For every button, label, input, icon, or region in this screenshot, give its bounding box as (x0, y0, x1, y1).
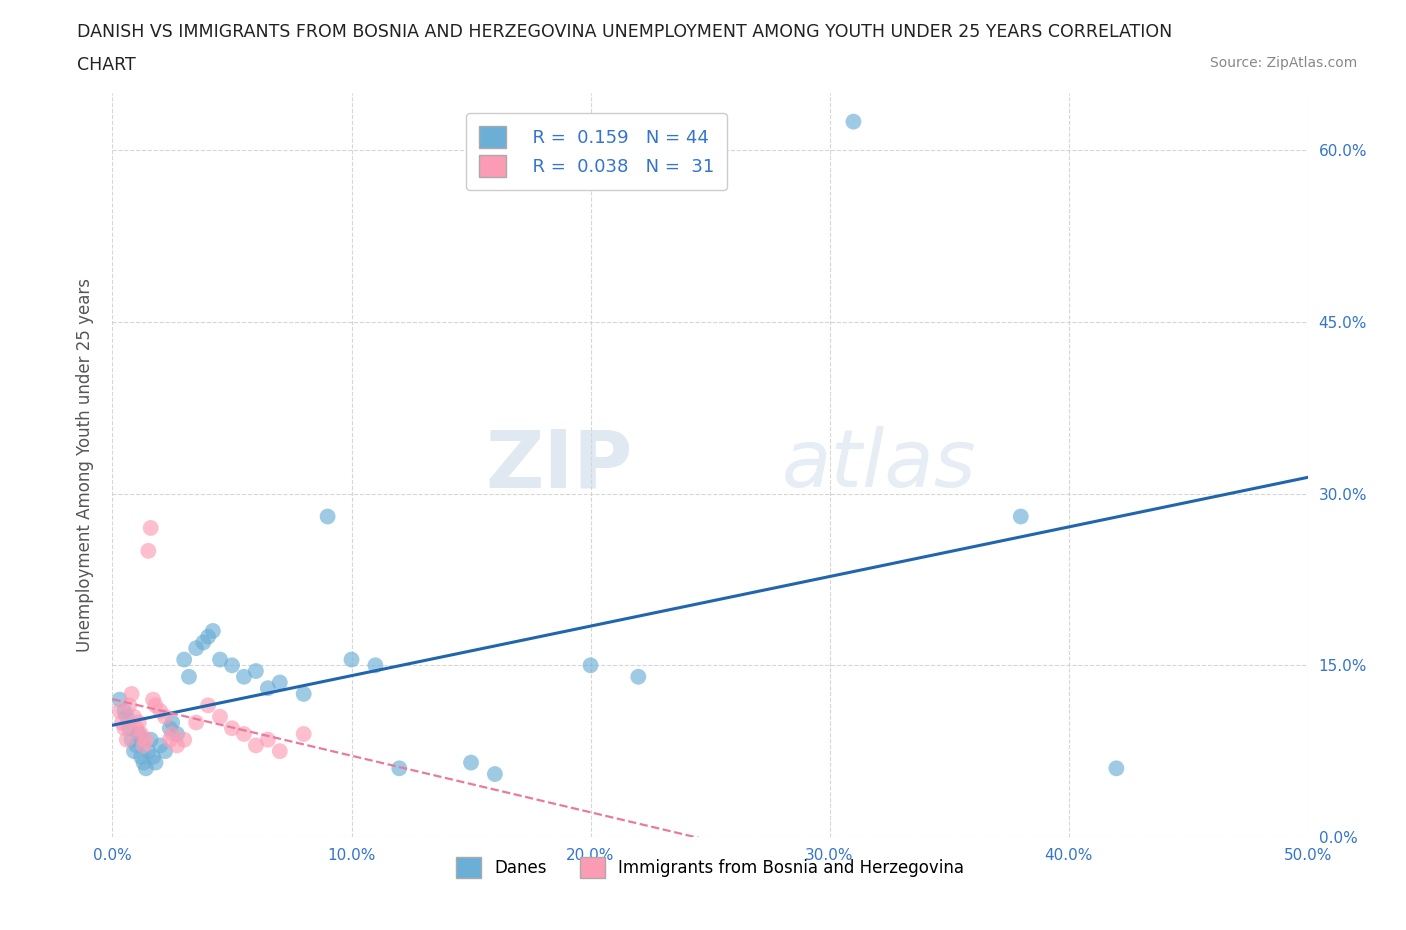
Point (159, 732, 181, 747)
Point (132, 755, 155, 770)
Point (118, 721, 141, 736)
Point (201, 623, 224, 638)
Point (142, 692, 165, 707)
Point (128, 715, 150, 730)
Point (114, 704, 135, 719)
Point (135, 761, 157, 776)
Point (316, 509, 339, 524)
Point (193, 635, 215, 650)
Point (132, 738, 155, 753)
Point (121, 686, 143, 701)
Point (173, 732, 195, 747)
Point (162, 715, 183, 730)
Point (159, 721, 181, 736)
Point (115, 710, 138, 724)
Point (257, 732, 280, 747)
Point (115, 732, 138, 747)
Point (139, 732, 162, 747)
Point (292, 726, 315, 741)
Point (166, 726, 188, 741)
Point (257, 681, 280, 696)
Point (842, 114, 865, 129)
Point (129, 750, 152, 764)
Point (128, 726, 150, 741)
Point (484, 766, 506, 781)
Point (245, 738, 267, 753)
Point (118, 698, 141, 712)
Point (460, 755, 482, 770)
Point (149, 704, 172, 719)
Point (177, 670, 200, 684)
Text: Source: ZipAtlas.com: Source: ZipAtlas.com (1209, 56, 1357, 70)
Point (364, 658, 387, 672)
Point (221, 658, 243, 672)
Point (340, 652, 363, 667)
Point (153, 710, 176, 724)
Point (269, 675, 291, 690)
Point (166, 738, 188, 753)
Point (108, 692, 131, 707)
Point (1010, 509, 1032, 524)
Point (388, 761, 411, 776)
Point (135, 732, 157, 747)
Point (121, 732, 143, 747)
Point (269, 744, 291, 759)
Point (125, 721, 148, 736)
Text: DANISH VS IMMIGRANTS FROM BOSNIA AND HERZEGOVINA UNEMPLOYMENT AMONG YOUTH UNDER : DANISH VS IMMIGRANTS FROM BOSNIA AND HER… (77, 23, 1173, 41)
Point (197, 630, 219, 644)
Point (245, 664, 267, 679)
Point (153, 744, 176, 759)
Point (209, 652, 232, 667)
Point (111, 715, 134, 730)
Text: atlas: atlas (782, 426, 977, 504)
Point (145, 755, 167, 770)
Point (142, 750, 165, 764)
Point (129, 726, 152, 741)
Point (233, 670, 256, 684)
Text: ZIP: ZIP (485, 426, 633, 504)
Point (139, 521, 162, 536)
Point (221, 721, 243, 736)
Point (173, 652, 195, 667)
Point (145, 698, 167, 712)
Point (627, 670, 650, 684)
Point (125, 738, 148, 753)
Point (122, 710, 145, 724)
Point (186, 641, 208, 656)
Point (108, 704, 131, 719)
Y-axis label: Unemployment Among Youth under 25 years: Unemployment Among Youth under 25 years (76, 278, 94, 652)
Point (233, 726, 256, 741)
Point (149, 738, 172, 753)
Point (292, 686, 315, 701)
Point (1105, 761, 1128, 776)
Point (186, 715, 208, 730)
Text: CHART: CHART (77, 56, 136, 73)
Legend: Danes, Immigrants from Bosnia and Herzegovina: Danes, Immigrants from Bosnia and Herzeg… (449, 851, 972, 884)
Point (122, 744, 145, 759)
Point (579, 658, 602, 672)
Point (209, 710, 232, 724)
Point (138, 744, 160, 759)
Point (138, 543, 160, 558)
Point (197, 698, 219, 712)
Point (114, 721, 135, 736)
Point (162, 726, 183, 741)
